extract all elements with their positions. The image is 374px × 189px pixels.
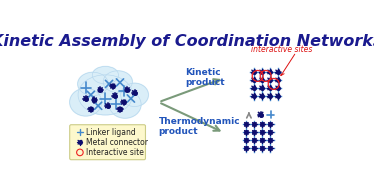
Ellipse shape [78, 75, 133, 115]
FancyBboxPatch shape [70, 125, 145, 160]
Ellipse shape [92, 67, 119, 84]
Text: Metal connector: Metal connector [86, 138, 148, 147]
Text: Thermodynamic
product: Thermodynamic product [159, 117, 240, 136]
Ellipse shape [78, 72, 108, 96]
Ellipse shape [109, 91, 141, 118]
Text: Interactive site: Interactive site [86, 148, 144, 157]
Ellipse shape [121, 83, 148, 107]
Ellipse shape [103, 71, 132, 93]
Text: Kinetic Assembly of Coordination Networks: Kinetic Assembly of Coordination Network… [0, 34, 374, 49]
Ellipse shape [70, 88, 102, 116]
Text: Kinetic
product: Kinetic product [186, 68, 225, 87]
Text: interactive sites: interactive sites [251, 45, 312, 54]
Text: Linker ligand: Linker ligand [86, 128, 136, 136]
